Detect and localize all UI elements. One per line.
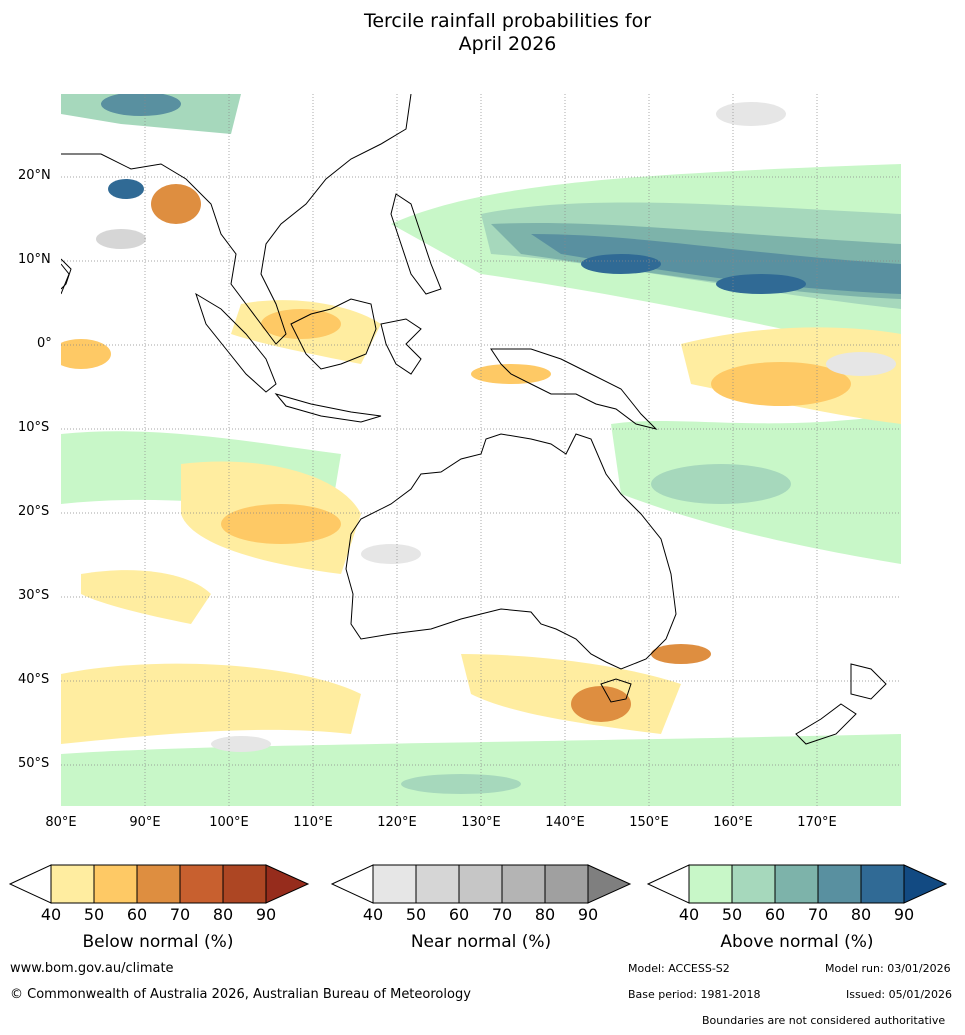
- new-zealand-coastline: [850, 663, 887, 700]
- above-swatch-over: [903, 864, 948, 904]
- lon-label-130e: 130°E: [461, 815, 501, 830]
- near-normal-title: Near normal (%): [410, 932, 552, 952]
- lon-label-120e: 120°E: [377, 815, 417, 830]
- lon-label-160e: 160°E: [713, 815, 753, 830]
- above-normal-title: Above normal (%): [720, 932, 874, 952]
- lon-label-150e: 150°E: [629, 815, 669, 830]
- colorbar-near-normal-bar: [330, 864, 632, 904]
- colorbar-above-normal-bar: [646, 864, 948, 904]
- philippines-coastline: [390, 193, 442, 295]
- lat-label-10n: 10°N: [18, 252, 51, 267]
- near-swatch-1: [372, 864, 417, 904]
- lat-label-50s: 50°S: [18, 756, 50, 771]
- tasmania-coastline: [600, 678, 632, 703]
- map-canvas: [61, 94, 901, 806]
- footer-copyright: © Commonwealth of Australia 2026, Austra…: [10, 987, 471, 1002]
- below-swatch-3: [136, 864, 181, 904]
- above-swatch-3: [774, 864, 819, 904]
- above-swatch-4: [817, 864, 862, 904]
- new-zealand-south-coastline: [795, 703, 857, 745]
- above-tick-90: 90: [893, 905, 915, 924]
- above-tick-70: 70: [807, 905, 829, 924]
- sumatra-coastline: [195, 292, 277, 393]
- near-swatch-3: [458, 864, 503, 904]
- map-title: Tercile rainfall probabilities for April…: [0, 10, 965, 56]
- asia-mainland-coastline: [61, 94, 412, 345]
- above-tick-40: 40: [678, 905, 700, 924]
- footer-url: www.bom.gov.au/climate: [10, 961, 174, 976]
- footer-issued: Issued: 05/01/2026: [846, 988, 953, 1001]
- footer-base-period: Base period: 1981-2018: [628, 988, 761, 1001]
- below-swatch-5: [222, 864, 267, 904]
- sri-lanka-coastline: [61, 263, 70, 295]
- lon-label-110e: 110°E: [293, 815, 333, 830]
- lon-label-100e: 100°E: [209, 815, 249, 830]
- footer-model: Model: ACCESS-S2: [628, 962, 730, 975]
- near-tick-70: 70: [491, 905, 513, 924]
- graticule: [61, 94, 901, 806]
- coastlines: [61, 94, 887, 745]
- lon-label-140e: 140°E: [545, 815, 585, 830]
- lat-label-30s: 30°S: [18, 588, 50, 603]
- below-swatch-2: [93, 864, 138, 904]
- lat-label-10s: 10°S: [18, 420, 50, 435]
- above-swatch-2: [731, 864, 776, 904]
- near-tick-60: 60: [448, 905, 470, 924]
- near-swatch-2: [415, 864, 460, 904]
- java-coastline: [274, 393, 382, 423]
- below-normal-title: Below normal (%): [82, 932, 234, 952]
- borneo-coastline: [290, 298, 377, 370]
- lat-label-0: 0°: [37, 336, 52, 351]
- near-tick-40: 40: [362, 905, 384, 924]
- near-swatch-over: [587, 864, 632, 904]
- colorbar-below-normal-bar: [8, 864, 310, 904]
- below-tick-90: 90: [255, 905, 277, 924]
- below-tick-60: 60: [126, 905, 148, 924]
- new-guinea-coastline: [490, 348, 658, 430]
- below-tick-50: 50: [83, 905, 105, 924]
- lat-label-20s: 20°S: [18, 504, 50, 519]
- lat-label-20n: 20°N: [18, 168, 51, 183]
- near-tick-50: 50: [405, 905, 427, 924]
- lat-label-40s: 40°S: [18, 672, 50, 687]
- lon-label-80e: 80°E: [45, 815, 77, 830]
- title-line-2: April 2026: [458, 33, 557, 55]
- sulawesi-coastline: [380, 318, 422, 375]
- footer-model-run: Model run: 03/01/2026: [825, 962, 951, 975]
- below-swatch-1: [50, 864, 95, 904]
- probability-shading: [61, 94, 901, 806]
- above-swatch-5: [860, 864, 905, 904]
- lon-label-90e: 90°E: [129, 815, 161, 830]
- australia-coastline: [345, 433, 677, 670]
- above-tick-50: 50: [721, 905, 743, 924]
- below-tick-40: 40: [40, 905, 62, 924]
- near-swatch-4: [501, 864, 546, 904]
- below-swatch-4: [179, 864, 224, 904]
- lon-label-170e: 170°E: [797, 815, 837, 830]
- footer-boundaries: Boundaries are not considered authoritat…: [702, 1014, 946, 1027]
- below-tick-70: 70: [169, 905, 191, 924]
- above-tick-60: 60: [764, 905, 786, 924]
- above-tick-80: 80: [850, 905, 872, 924]
- above-swatch-1: [688, 864, 733, 904]
- title-line-1: Tercile rainfall probabilities for: [363, 10, 652, 32]
- probability-map: [61, 94, 901, 806]
- near-tick-90: 90: [577, 905, 599, 924]
- below-tick-80: 80: [212, 905, 234, 924]
- below-swatch-over: [265, 864, 310, 904]
- near-swatch-5: [544, 864, 589, 904]
- near-tick-80: 80: [534, 905, 556, 924]
